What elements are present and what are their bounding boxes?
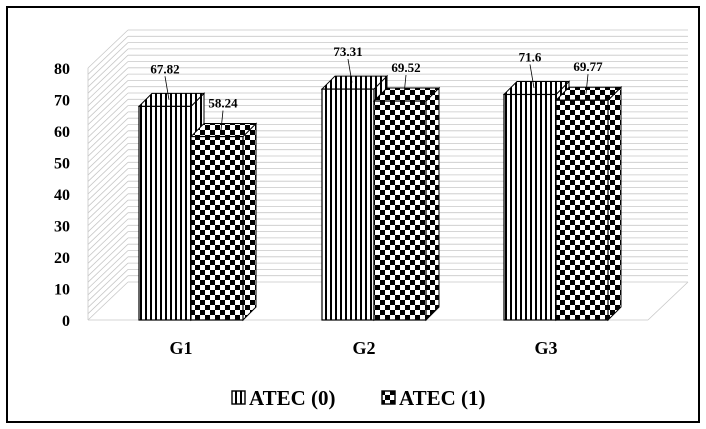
gridline-side xyxy=(87,193,129,233)
gridline-side xyxy=(87,136,129,176)
gridline-side xyxy=(87,124,129,163)
y-tick-label: 20 xyxy=(54,250,70,267)
gridline-side xyxy=(87,243,129,283)
gridline-side xyxy=(87,269,129,308)
gridline-side xyxy=(87,54,129,94)
data-label-leader xyxy=(347,59,353,83)
legend-swatch xyxy=(231,390,246,405)
bar-front-face xyxy=(138,105,192,321)
gridline-side xyxy=(87,149,129,188)
bar-side-face xyxy=(425,86,440,322)
gridline-side xyxy=(87,281,129,321)
gridline-side xyxy=(87,111,129,151)
gridline-side xyxy=(87,275,129,314)
bar-front-face xyxy=(555,99,609,321)
gridline-side xyxy=(87,250,129,289)
floor-right-edge xyxy=(647,281,689,321)
legend-swatch xyxy=(381,390,396,405)
gridline-side xyxy=(87,117,129,157)
legend-label: ATEC (1) xyxy=(399,386,486,410)
gridline-side xyxy=(87,180,129,220)
bar-side-face xyxy=(242,122,257,322)
gridline-side xyxy=(87,61,129,100)
y-tick-label: 80 xyxy=(54,61,70,78)
gridline-side xyxy=(87,218,129,258)
bar-g2-series-2 xyxy=(372,86,441,322)
gridline-side xyxy=(87,29,129,69)
gridline-side xyxy=(87,73,129,113)
gridline-side xyxy=(87,206,129,245)
legend-label: ATEC (0) xyxy=(249,386,336,410)
gridline-side xyxy=(87,36,129,75)
gridline-side xyxy=(87,162,129,201)
data-label: 69.77 xyxy=(573,59,603,74)
gridline-side xyxy=(87,143,129,182)
bar-g1-series-2 xyxy=(189,122,258,322)
bar-front-face xyxy=(373,100,427,321)
bar-side-face xyxy=(607,86,622,322)
gridline-side xyxy=(87,262,129,302)
data-label-leader xyxy=(529,64,535,89)
gridline-side xyxy=(87,199,129,239)
y-tick-label: 50 xyxy=(54,156,70,173)
bar-front-face xyxy=(503,93,557,321)
bar-g3-series-2 xyxy=(554,86,623,322)
data-label: 69.52 xyxy=(391,60,420,75)
x-category-label: G3 xyxy=(534,338,557,358)
data-label-leader xyxy=(220,110,224,131)
gridline-side xyxy=(87,48,129,88)
y-tick-label: 0 xyxy=(62,313,70,330)
data-label-leader xyxy=(164,76,170,100)
y-tick-label: 10 xyxy=(54,282,70,299)
y-tick-label: 60 xyxy=(54,124,70,141)
gridline-side xyxy=(87,237,129,277)
gridline-side xyxy=(87,231,129,270)
data-label: 71.6 xyxy=(519,49,542,64)
y-tick-label: 30 xyxy=(54,219,70,236)
gridline-side xyxy=(87,99,129,138)
gridline-side xyxy=(87,130,129,170)
gridline-side xyxy=(87,67,129,107)
gridline-side xyxy=(87,212,129,251)
y-tick-label: 70 xyxy=(54,93,70,110)
data-label-leader xyxy=(585,74,589,94)
gridline-side xyxy=(87,256,129,296)
legend-item-series-1: ATEC (0) xyxy=(231,386,336,410)
gridline-side xyxy=(87,86,129,125)
bar-front-face xyxy=(321,88,375,321)
gridline-side xyxy=(87,155,129,195)
x-category-label: G1 xyxy=(169,338,192,358)
data-label: 67.82 xyxy=(150,61,179,76)
legend-item-series-2: ATEC (1) xyxy=(381,386,486,410)
gridline-side xyxy=(87,105,129,144)
gridline-side xyxy=(87,92,129,132)
data-label: 73.31 xyxy=(333,44,362,59)
gridline-side xyxy=(87,174,129,214)
gridline-side xyxy=(87,42,129,81)
gridline-side xyxy=(87,80,129,119)
data-label: 58.24 xyxy=(208,96,238,111)
y-tick-label: 40 xyxy=(54,187,70,204)
gridline-side xyxy=(87,168,129,207)
bar-front-face xyxy=(190,135,244,321)
data-label-leader xyxy=(403,74,407,95)
gridline-side xyxy=(87,225,129,264)
x-category-label: G2 xyxy=(352,338,375,358)
gridline-side xyxy=(87,187,129,226)
